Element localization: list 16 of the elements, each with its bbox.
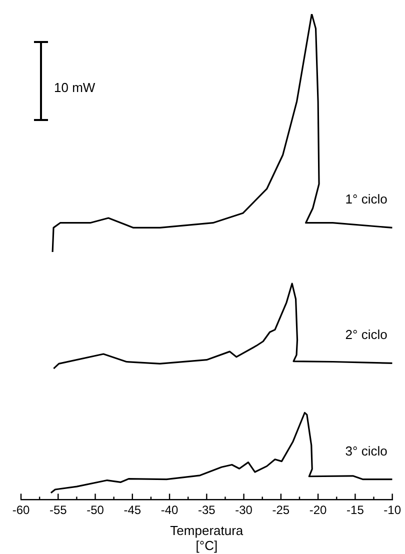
x-tick-label: -20 xyxy=(309,503,328,518)
x-tick-label: -35 xyxy=(198,503,216,518)
x-tick-label: -50 xyxy=(86,503,104,518)
series-label: 3° ciclo xyxy=(345,443,388,458)
series-label: 1° ciclo xyxy=(345,192,388,207)
x-tick-label: -30 xyxy=(235,503,253,518)
series-label: 2° ciclo xyxy=(345,327,388,342)
x-tick-label: -15 xyxy=(346,503,364,518)
x-tick-label: -25 xyxy=(272,503,290,518)
x-tick-label: -55 xyxy=(49,503,68,518)
x-tick-label: -45 xyxy=(124,503,142,518)
x-tick-label: -60 xyxy=(12,503,30,518)
x-axis-title: Temperatura [°C] xyxy=(170,523,244,554)
x-tick-label: -10 xyxy=(384,503,402,518)
x-tick-label: -40 xyxy=(160,503,179,518)
annotation: 10 mW xyxy=(54,80,96,96)
